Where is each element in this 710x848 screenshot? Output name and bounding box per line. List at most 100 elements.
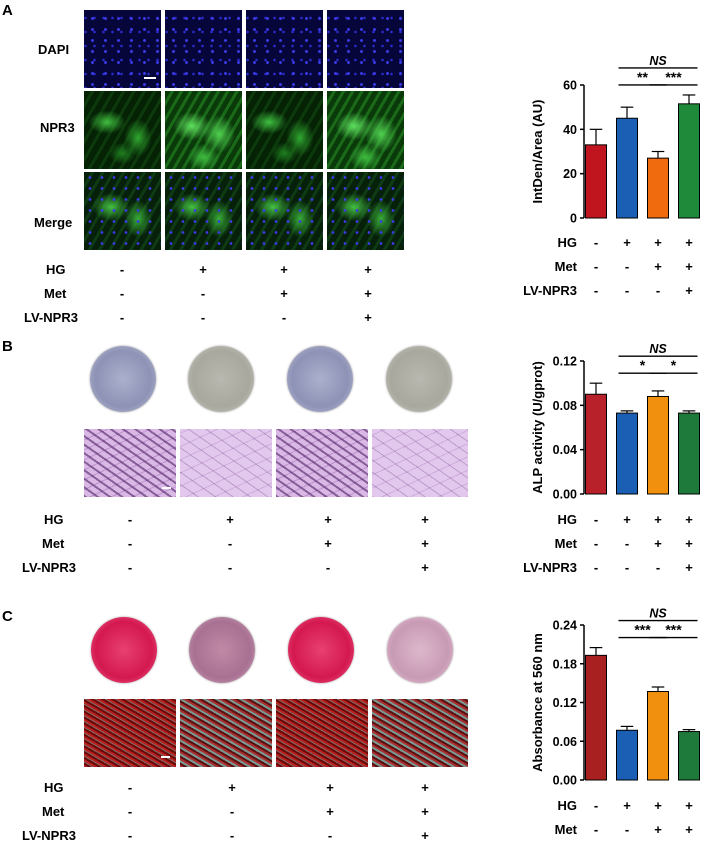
y-axis-label: IntDen/Area (AU) bbox=[530, 99, 545, 203]
condition-symbol: - bbox=[594, 822, 598, 837]
condition-symbol: + bbox=[654, 536, 662, 551]
condition-symbol: + bbox=[685, 798, 693, 813]
condition-symbol: - bbox=[325, 560, 331, 575]
y-axis-label: Absorbance at 560 nm bbox=[530, 633, 545, 772]
bar bbox=[647, 157, 669, 219]
condition-symbol: + bbox=[421, 560, 429, 575]
condition-label-hg: HG bbox=[44, 512, 64, 527]
micrograph-npr3-3 bbox=[246, 91, 323, 169]
condition-symbol: - bbox=[594, 560, 598, 575]
condition-symbol: - bbox=[594, 798, 598, 813]
condition-symbol: - bbox=[656, 846, 660, 848]
condition-symbol: - bbox=[127, 780, 133, 795]
condition-symbol: + bbox=[654, 822, 662, 837]
condition-symbol: + bbox=[364, 262, 372, 277]
condition-symbol: - bbox=[127, 536, 133, 551]
condition-symbol: + bbox=[326, 804, 334, 819]
alp-micrograph-4 bbox=[372, 429, 468, 497]
ars-micrograph-2 bbox=[180, 699, 272, 767]
condition-symbol: - bbox=[625, 560, 629, 575]
micrograph-npr3-4 bbox=[327, 91, 404, 169]
condition-symbol: + bbox=[685, 235, 693, 250]
condition-symbol: + bbox=[685, 560, 693, 575]
ars-micrograph-3 bbox=[276, 699, 368, 767]
bar bbox=[616, 412, 638, 495]
condition-symbol: + bbox=[324, 512, 332, 527]
micrograph-dapi-2 bbox=[165, 10, 242, 88]
condition-symbol: + bbox=[421, 804, 429, 819]
condition-label: HG bbox=[558, 235, 578, 250]
condition-symbol: - bbox=[200, 286, 206, 301]
bar bbox=[616, 729, 638, 781]
y-tick-label: 0.06 bbox=[553, 735, 577, 749]
condition-symbol: - bbox=[229, 828, 235, 843]
condition-symbol: + bbox=[685, 512, 693, 527]
condition-symbol: - bbox=[625, 283, 629, 298]
condition-symbol: + bbox=[623, 235, 631, 250]
condition-symbol: - bbox=[127, 512, 133, 527]
condition-symbol: - bbox=[594, 259, 598, 274]
micrograph-dapi-3 bbox=[246, 10, 323, 88]
condition-symbol: + bbox=[326, 780, 334, 795]
condition-label: Met bbox=[555, 259, 578, 274]
significance-label: *** bbox=[665, 69, 682, 85]
alp-dish-3 bbox=[287, 346, 353, 412]
row-label-dapi: DAPI bbox=[38, 42, 70, 57]
y-tick-label: 20 bbox=[563, 167, 577, 181]
condition-label: HG bbox=[558, 798, 578, 813]
condition-label-lv-npr3: LV-NPR3 bbox=[24, 310, 78, 325]
significance-label: NS bbox=[649, 342, 667, 356]
alp-micrograph-3 bbox=[276, 429, 368, 497]
condition-symbol: + bbox=[421, 780, 429, 795]
condition-symbol: - bbox=[594, 512, 598, 527]
condition-symbol: + bbox=[280, 286, 288, 301]
alp-micrograph-1 bbox=[84, 429, 176, 497]
condition-symbol: + bbox=[324, 536, 332, 551]
y-tick-label: 0.00 bbox=[553, 774, 577, 788]
bar bbox=[585, 654, 607, 781]
bar-chart-b: 0.00 0.04 0.08 0.12 ALP activity (U/gprot) NS… bbox=[523, 342, 700, 575]
row-label-merge: Merge bbox=[34, 215, 73, 230]
condition-symbol: - bbox=[119, 262, 125, 277]
bar bbox=[616, 117, 638, 219]
bar bbox=[647, 691, 669, 781]
panel-letter-a: A bbox=[2, 2, 13, 19]
condition-symbol: + bbox=[421, 828, 429, 843]
condition-symbol: - bbox=[625, 536, 629, 551]
condition-symbol: + bbox=[623, 512, 631, 527]
condition-label: HG bbox=[558, 512, 578, 527]
condition-label-hg: HG bbox=[44, 780, 64, 795]
condition-symbol: - bbox=[594, 235, 598, 250]
condition-symbol: + bbox=[685, 283, 693, 298]
condition-symbol: + bbox=[685, 822, 693, 837]
significance-label: ** bbox=[637, 69, 648, 85]
scale-bar bbox=[162, 487, 171, 489]
condition-symbol: + bbox=[654, 235, 662, 250]
condition-symbol: - bbox=[281, 310, 287, 325]
alp-micrograph-2 bbox=[180, 429, 272, 497]
significance-label: NS bbox=[649, 54, 667, 68]
micrograph-dapi-4 bbox=[327, 10, 404, 88]
condition-symbol: - bbox=[127, 804, 133, 819]
condition-symbol: - bbox=[127, 560, 133, 575]
alp-dish-4 bbox=[386, 346, 452, 412]
condition-label: Met bbox=[555, 822, 578, 837]
condition-symbol: + bbox=[228, 780, 236, 795]
condition-symbol: + bbox=[685, 259, 693, 274]
ars-dish-3 bbox=[288, 617, 354, 683]
condition-symbol: - bbox=[625, 259, 629, 274]
condition-symbol: + bbox=[364, 286, 372, 301]
condition-symbol: + bbox=[421, 536, 429, 551]
bar bbox=[585, 144, 607, 219]
condition-symbol: - bbox=[229, 804, 235, 819]
significance-label: *** bbox=[634, 622, 651, 638]
bar-chart-c: 0.00 0.06 0.12 0.18 0.24 Absorbance at 560 nm… bbox=[523, 607, 700, 848]
bar bbox=[678, 103, 700, 219]
y-tick-label: 60 bbox=[563, 79, 577, 93]
micrograph-merge-2 bbox=[165, 172, 242, 250]
y-tick-label: 0.12 bbox=[553, 355, 577, 369]
condition-symbol: + bbox=[654, 798, 662, 813]
condition-symbol: - bbox=[119, 310, 125, 325]
y-tick-label: 0.24 bbox=[553, 619, 577, 633]
